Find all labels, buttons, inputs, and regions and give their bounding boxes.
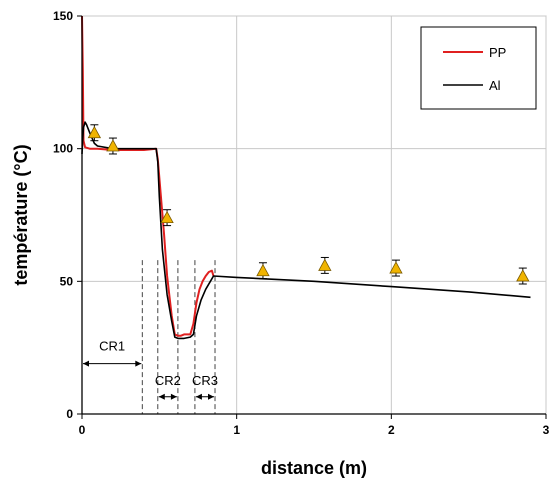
measurement-point bbox=[87, 124, 102, 142]
measurement-point bbox=[106, 137, 120, 155]
y-tick-label: 150 bbox=[53, 9, 73, 23]
series-line-pp bbox=[81, 15, 215, 337]
region-arrowhead-left bbox=[158, 393, 165, 400]
region-arrowhead-left bbox=[83, 360, 89, 367]
triangle-marker bbox=[106, 139, 120, 152]
triangle-marker bbox=[256, 263, 270, 277]
region-arrowhead-right bbox=[170, 393, 177, 400]
x-tick-label: 1 bbox=[233, 423, 240, 437]
tick-labels: 0 50 100 150 0 1 2 3 bbox=[53, 9, 549, 437]
region-arrowhead-left bbox=[195, 393, 202, 400]
measurement-point bbox=[389, 259, 403, 277]
triangle-marker bbox=[516, 269, 530, 282]
measurement-point bbox=[516, 267, 530, 285]
legend-label-al: Al bbox=[489, 78, 501, 93]
x-tick-label: 3 bbox=[543, 423, 549, 437]
triangle-marker bbox=[87, 125, 102, 139]
series-line-al bbox=[81, 121, 531, 340]
triangle-marker bbox=[389, 261, 403, 274]
y-tick-label: 0 bbox=[66, 407, 73, 421]
triangle-marker bbox=[160, 210, 174, 224]
region-arrowhead-right bbox=[135, 360, 142, 367]
x-tick-label: 0 bbox=[79, 423, 86, 437]
legend: PP Al bbox=[420, 26, 537, 110]
measurement-point bbox=[160, 209, 174, 227]
legend-box bbox=[420, 26, 537, 110]
critical-regions: CR1 CR2 CR3 bbox=[83, 260, 218, 414]
axes bbox=[77, 15, 547, 419]
triangle-marker bbox=[318, 258, 332, 271]
measurement-point bbox=[256, 262, 270, 280]
measurement-point bbox=[318, 256, 332, 274]
region-label: CR3 bbox=[192, 373, 218, 388]
legend-label-pp: PP bbox=[489, 45, 506, 60]
y-tick-label: 100 bbox=[53, 142, 73, 156]
region-label: CR1 bbox=[99, 338, 125, 353]
measurement-markers bbox=[87, 124, 530, 285]
x-axis-label: distance (m) bbox=[261, 458, 367, 478]
x-tick-label: 2 bbox=[388, 423, 395, 437]
y-tick-label: 50 bbox=[60, 274, 74, 288]
y-axis-label: température (°C) bbox=[11, 144, 31, 285]
region-arrowhead-right bbox=[208, 393, 215, 400]
region-label: CR2 bbox=[155, 373, 181, 388]
